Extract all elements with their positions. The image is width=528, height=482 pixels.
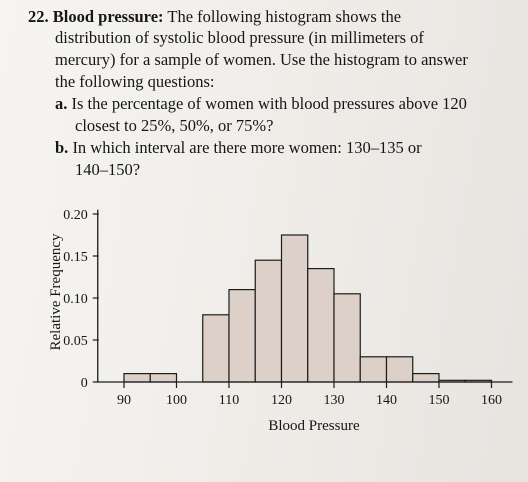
y-tick-label: 0 (81, 376, 88, 391)
histogram-bar-125-130 (307, 267, 335, 383)
x-tick-label: 100 (166, 393, 187, 408)
part-b-text-1: In which interval are there more women: … (72, 138, 422, 157)
y-tick-label: 0.05 (63, 334, 88, 349)
problem-number: 22. (28, 7, 49, 26)
y-axis-label: Relative Frequency (48, 233, 64, 351)
x-tick-label: 90 (117, 393, 131, 408)
y-tick-labels: 0 0.05 0.10 0.15 0.20 (63, 208, 88, 391)
y-tick-label: 0.15 (63, 250, 88, 265)
histogram-bar-115-120 (254, 259, 283, 383)
y-tick-label: 0.10 (63, 292, 88, 307)
problem-heading: Blood pressure: (52, 7, 164, 26)
part-b-line-1: b. In which interval are there more wome… (55, 137, 422, 159)
x-axis-label: Blood Pressure (268, 418, 360, 434)
part-a-line-1: a. Is the percentage of women with blood… (55, 93, 467, 115)
problem-header-line: 22. Blood pressure: The following histog… (28, 6, 401, 28)
histogram-bar-135-140 (359, 356, 388, 383)
part-a-label: a. (55, 94, 68, 113)
intro-line-3: mercury) for a sample of women. Use the … (55, 50, 468, 69)
x-tick-labels: 90 100 110 120 130 140 150 160 (117, 393, 502, 408)
histogram-bar-105-110 (202, 314, 230, 383)
x-tick-label: 140 (376, 393, 397, 408)
part-a-line-2: closest to 25%, 50%, or 75%? (75, 116, 274, 135)
histogram-bars (123, 234, 493, 383)
intro-line-1: The following histogram shows the (167, 7, 402, 26)
part-a-text-1: Is the percentage of women with blood pr… (71, 94, 467, 113)
x-tick-label: 120 (271, 393, 292, 408)
intro-line-2: distribution of systolic blood pressure … (55, 28, 424, 47)
histogram-chart: 0 0.05 0.10 0.15 0.20 90 100 110 120 130 140 150 16… (48, 208, 513, 434)
y-tick-label: 0.20 (63, 208, 88, 223)
part-b-line-2: 140–150? (75, 160, 141, 179)
x-tick-label: 160 (481, 393, 502, 408)
histogram-bar-110-115 (228, 288, 256, 383)
chart-axes (92, 209, 513, 388)
histogram-bar-145-150 (412, 373, 440, 383)
intro-line-4: the following questions: (55, 72, 215, 91)
x-tick-label: 150 (429, 393, 450, 408)
histogram-bar-95-100 (149, 373, 178, 383)
x-tick-label: 110 (219, 393, 239, 408)
x-tick-label: 130 (324, 393, 345, 408)
histogram-bar-130-135 (333, 293, 361, 383)
histogram-bar-140-145 (385, 356, 414, 383)
part-b-label: b. (55, 138, 69, 157)
histogram-bar-90-95 (123, 373, 151, 383)
histogram-bar-120-125 (280, 234, 309, 383)
